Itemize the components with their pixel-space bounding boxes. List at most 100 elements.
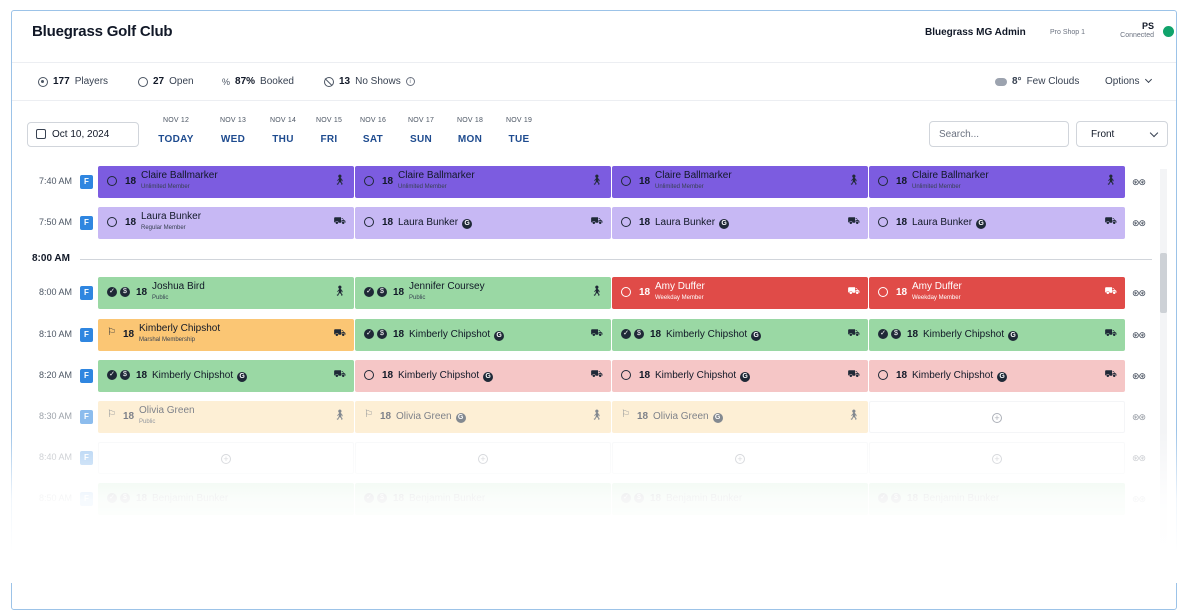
player-name[interactable]: Kimberly Chipshot G — [655, 370, 751, 382]
stat-players[interactable]: 177 Players — [38, 76, 108, 87]
booking-slot[interactable]: ⚐ 18 Olivia Green G 🚶︎ — [355, 401, 611, 433]
empty-slot[interactable]: + — [869, 401, 1125, 433]
golf-cart-icon: ⛟ — [1104, 286, 1117, 297]
side-badge[interactable]: F — [80, 175, 93, 189]
circle-icon[interactable] — [621, 176, 631, 186]
tee-select[interactable]: Front — [1076, 121, 1168, 147]
booking-slot[interactable]: 18 Laura Bunker G ⛟ — [355, 207, 611, 239]
stat-booked[interactable]: % 87% Booked — [222, 76, 294, 87]
player-name[interactable]: Kimberly Chipshot G — [923, 329, 1019, 341]
booking-slot[interactable]: 18 Laura Bunker G ⛟ — [612, 207, 868, 239]
player-name[interactable]: Claire Ballmarker — [912, 170, 989, 181]
booking-slot[interactable]: ⚐ 18 Olivia Green Public 🚶︎ — [98, 401, 354, 433]
player-name[interactable]: Claire Ballmarker — [141, 170, 218, 181]
row-actions-icon[interactable]: ⊛⊛ — [1132, 330, 1146, 340]
booking-slot[interactable]: ⚐ 18 Olivia Green G 🚶︎ — [612, 401, 868, 433]
side-badge[interactable]: F — [80, 369, 93, 383]
booking-slot[interactable]: ✓ $18 Joshua Bird Public 🚶︎ — [98, 277, 354, 309]
booking-slot[interactable]: 18 Amy Duffer Weekday Member ⛟ — [869, 277, 1125, 309]
booking-slot[interactable]: 18 Claire Ballmarker Unlimited Member 🚶︎ — [98, 166, 354, 198]
scrollbar-thumb[interactable] — [1160, 253, 1167, 313]
side-badge[interactable]: F — [80, 216, 93, 230]
circle-icon[interactable] — [107, 217, 117, 227]
player-name[interactable]: Claire Ballmarker — [655, 170, 732, 181]
row-actions-icon[interactable]: ⊛⊛ — [1132, 218, 1146, 228]
booking-slot[interactable]: 18 Kimberly Chipshot G ⛟ — [355, 360, 611, 392]
player-name[interactable]: Amy Duffer — [655, 281, 705, 292]
booking-slot[interactable]: 18 Laura Bunker Regular Member ⛟ — [98, 207, 354, 239]
player-name[interactable]: Jennifer Coursey — [409, 281, 485, 292]
player-name[interactable]: Kimberly Chipshot G — [409, 329, 505, 341]
user-status[interactable]: PS Connected — [1114, 21, 1154, 39]
day-tab-fri[interactable]: NOV 15 FRI — [299, 117, 359, 145]
side-badge[interactable]: F — [80, 410, 93, 424]
circle-icon[interactable] — [621, 370, 631, 380]
player-name[interactable]: Claire Ballmarker — [398, 170, 475, 181]
scrollbar-track[interactable] — [1160, 169, 1167, 549]
circle-icon[interactable] — [107, 176, 117, 186]
day-tab-sat[interactable]: NOV 16 SAT — [343, 117, 403, 145]
holes-count: 18 — [896, 176, 908, 187]
day-tab-mon[interactable]: NOV 18 MON — [440, 117, 500, 145]
player-name[interactable]: Amy Duffer — [912, 281, 962, 292]
player-name[interactable]: Olivia Green G — [396, 411, 466, 423]
booking-slot[interactable]: ✓ $18 Jennifer Coursey Public 🚶︎ — [355, 277, 611, 309]
side-badge[interactable]: F — [80, 286, 93, 300]
booking-slot[interactable]: 18 Claire Ballmarker Unlimited Member 🚶︎ — [355, 166, 611, 198]
player-name[interactable]: Kimberly Chipshot G — [666, 329, 762, 341]
holes-count: 18 — [380, 411, 392, 422]
info-icon[interactable]: i — [405, 77, 415, 86]
player-name[interactable]: Olivia Green G — [653, 411, 723, 423]
player-name[interactable]: Olivia Green — [139, 405, 195, 416]
circle-icon[interactable] — [878, 176, 888, 186]
options-menu[interactable]: Options — [1105, 75, 1153, 87]
date-picker[interactable]: Oct 10, 2024 — [27, 122, 139, 147]
booking-slot[interactable]: ✓ $18 Kimberly Chipshot G ⛟ — [612, 319, 868, 351]
player-name[interactable]: Kimberly Chipshot G — [398, 370, 494, 382]
circle-icon[interactable] — [364, 217, 374, 227]
row-actions-icon[interactable]: ⊛⊛ — [1132, 412, 1146, 422]
player-name[interactable]: Kimberly Chipshot G — [912, 370, 1008, 382]
day-tab-today[interactable]: NOV 12 TODAY — [146, 117, 206, 145]
booking-slot[interactable]: 18 Amy Duffer Weekday Member ⛟ — [612, 277, 868, 309]
player-name[interactable]: Laura Bunker G — [655, 217, 730, 229]
day-tab-thu[interactable]: NOV 14 THU — [253, 117, 313, 145]
player-name[interactable]: Laura Bunker G — [398, 217, 473, 229]
booking-slot[interactable]: ⚐ 18 Kimberly Chipshot Marshal Membership ⛟ — [98, 319, 354, 351]
circle-icon[interactable] — [878, 217, 888, 227]
day-label: TUE — [508, 134, 530, 145]
day-tab-wed[interactable]: NOV 13 WED — [203, 117, 263, 145]
circle-icon[interactable] — [878, 370, 888, 380]
player-name-text: Claire Ballmarker — [141, 170, 218, 181]
row-actions-icon[interactable]: ⊛⊛ — [1132, 371, 1146, 381]
add-player-icon[interactable]: + — [992, 413, 1002, 423]
membership-label: Weekday Member — [655, 295, 704, 301]
circle-icon[interactable] — [364, 176, 374, 186]
admin-name[interactable]: Bluegrass MG Admin — [925, 27, 1026, 38]
circle-icon[interactable] — [364, 370, 374, 380]
booking-slot[interactable]: 18 Kimberly Chipshot G ⛟ — [869, 360, 1125, 392]
player-name[interactable]: Kimberly Chipshot — [139, 323, 220, 334]
stat-noshows[interactable]: 13 No Shows i — [324, 76, 415, 87]
booking-slot[interactable]: 18 Laura Bunker G ⛟ — [869, 207, 1125, 239]
booking-slot[interactable]: ✓ $18 Kimberly Chipshot G ⛟ — [355, 319, 611, 351]
row-actions-icon[interactable]: ⊛⊛ — [1132, 288, 1146, 298]
stat-open[interactable]: 27 Open — [138, 76, 194, 87]
booking-slot[interactable]: ✓ $18 Kimberly Chipshot G ⛟ — [98, 360, 354, 392]
player-name[interactable]: Joshua Bird — [152, 281, 205, 292]
day-tab-sun[interactable]: NOV 17 SUN — [391, 117, 451, 145]
booking-slot[interactable]: 18 Claire Ballmarker Unlimited Member 🚶︎ — [869, 166, 1125, 198]
booking-slot[interactable]: ✓ $18 Kimberly Chipshot G ⛟ — [869, 319, 1125, 351]
player-name[interactable]: Kimberly Chipshot G — [152, 370, 248, 382]
circle-icon[interactable] — [621, 217, 631, 227]
shop-name[interactable]: Pro Shop 1 — [1050, 29, 1086, 36]
booking-slot[interactable]: 18 Claire Ballmarker Unlimited Member 🚶︎ — [612, 166, 868, 198]
row-actions-icon[interactable]: ⊛⊛ — [1132, 177, 1146, 187]
search-input[interactable]: Search... — [929, 121, 1069, 147]
side-badge[interactable]: F — [80, 328, 93, 342]
player-name[interactable]: Laura Bunker — [141, 211, 201, 222]
booking-slot[interactable]: 18 Kimberly Chipshot G ⛟ — [612, 360, 868, 392]
player-name[interactable]: Laura Bunker G — [912, 217, 987, 229]
player-name-text: Kimberly Chipshot — [139, 323, 221, 334]
day-tab-tue[interactable]: NOV 19 TUE — [489, 117, 549, 145]
